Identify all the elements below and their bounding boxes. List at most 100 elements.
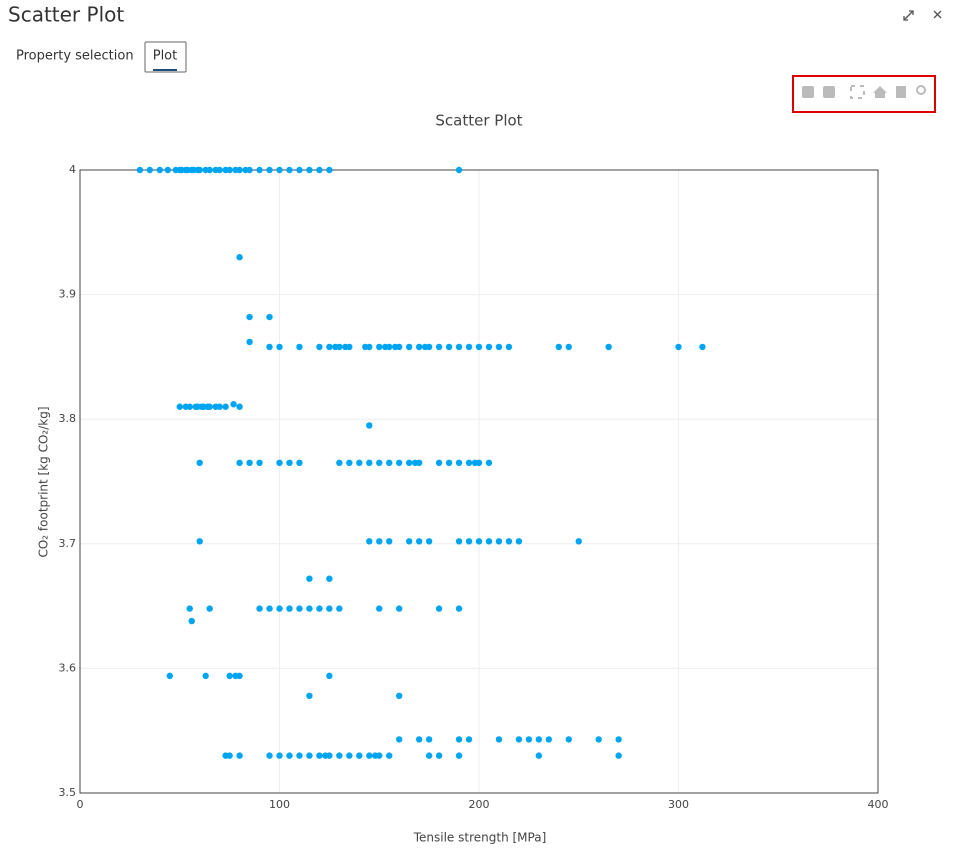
point [226, 752, 233, 759]
tab[interactable]: Plot [153, 49, 178, 64]
point [366, 752, 373, 759]
y-tick-label: 3.7 [59, 537, 77, 550]
point [276, 166, 283, 174]
point [396, 692, 403, 700]
point [615, 752, 622, 759]
point [605, 343, 612, 351]
point [256, 166, 263, 174]
point [246, 459, 253, 467]
close-button[interactable] [933, 10, 942, 19]
point [475, 538, 483, 545]
point [356, 752, 363, 759]
point [316, 752, 323, 759]
point [336, 605, 343, 612]
point [415, 538, 423, 545]
point [615, 736, 622, 743]
point [465, 459, 473, 467]
point [276, 605, 283, 612]
point [465, 736, 473, 743]
point [386, 752, 393, 759]
point [485, 538, 493, 545]
download-button[interactable] [896, 86, 906, 98]
reset-button[interactable] [873, 86, 887, 98]
point [196, 538, 203, 545]
point [435, 752, 443, 759]
point [256, 605, 263, 612]
autoscale-button[interactable] [850, 85, 865, 99]
point [445, 343, 453, 351]
point [276, 459, 283, 467]
point [455, 166, 463, 174]
point [425, 343, 433, 351]
zoom-in-button[interactable] [802, 86, 814, 98]
point [236, 166, 243, 174]
x-tick-label: 200 [469, 798, 490, 811]
point [405, 459, 413, 467]
zoom-button[interactable] [916, 85, 926, 95]
point [156, 166, 163, 174]
point [226, 166, 233, 174]
point [206, 605, 213, 612]
point [206, 403, 213, 410]
point [336, 459, 343, 467]
x-tick-label: 400 [868, 798, 889, 811]
point [405, 343, 413, 351]
point [425, 752, 433, 759]
point [396, 736, 403, 743]
plot-frame [79, 169, 879, 794]
y-tick-label: 3.6 [59, 661, 77, 674]
point [276, 343, 283, 351]
point [545, 736, 553, 743]
point [505, 343, 513, 351]
point [326, 752, 333, 759]
x-tick-label: 100 [269, 798, 290, 811]
points [136, 166, 706, 759]
point [296, 459, 303, 467]
point [316, 605, 323, 612]
point [286, 459, 293, 467]
x-axis-label: Tensile strength [MPa] [413, 831, 547, 845]
point [266, 313, 273, 321]
point [386, 459, 393, 467]
modebar [802, 85, 926, 99]
point [405, 538, 413, 545]
point [435, 605, 443, 612]
point [266, 752, 273, 759]
point [196, 166, 203, 174]
point [376, 752, 383, 759]
point [445, 459, 453, 467]
point [236, 459, 243, 467]
y-tick-label: 3.9 [59, 288, 77, 301]
point [455, 752, 463, 759]
point [196, 459, 203, 467]
point [326, 166, 333, 174]
point [236, 752, 243, 759]
point [186, 605, 193, 612]
point [306, 166, 313, 174]
point [356, 459, 363, 467]
point [286, 166, 293, 174]
zoom-out-button[interactable] [823, 86, 835, 98]
expand-button[interactable] [903, 10, 914, 21]
point [515, 538, 523, 545]
point [396, 605, 403, 612]
grid [79, 169, 879, 794]
point [136, 166, 144, 174]
point [376, 343, 383, 351]
point [346, 752, 353, 759]
point [396, 459, 403, 467]
point [376, 605, 383, 612]
point [306, 605, 313, 612]
point [366, 459, 373, 467]
point [346, 343, 353, 351]
x-tick-label: 0 [77, 798, 84, 811]
tab[interactable]: Property selection [16, 49, 134, 64]
window-title: Scatter Plot [8, 3, 124, 27]
point [176, 403, 183, 410]
point [306, 752, 313, 759]
toolbar-highlight [792, 75, 936, 113]
point [465, 343, 473, 351]
point [346, 459, 353, 467]
point [216, 166, 223, 174]
